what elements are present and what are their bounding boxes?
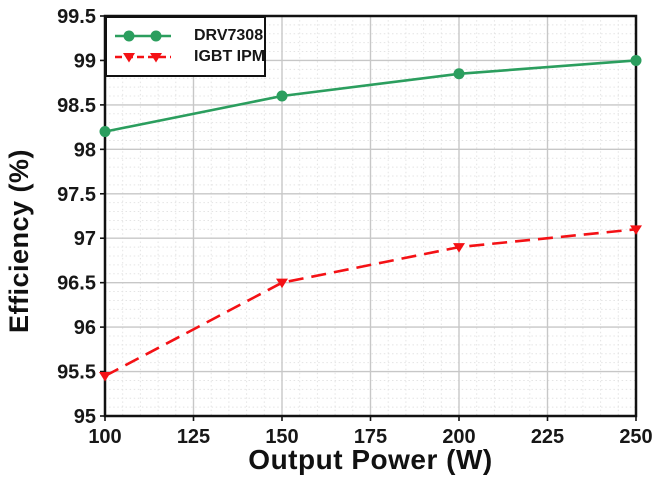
- data-point-marker-circle: [453, 68, 465, 80]
- y-axis-title: Efficiency (%): [4, 148, 34, 334]
- x-axis-title: Output Power (W): [248, 444, 493, 475]
- legend-label-igbt-ipm: IGBT IPM: [194, 48, 266, 66]
- data-point-marker-triangle-down: [630, 225, 642, 235]
- series-line-igbt-ipm: [104, 228, 637, 378]
- data-point-marker-circle: [99, 126, 111, 138]
- data-point-marker-triangle-down: [150, 53, 162, 63]
- y-tick-label: 98.5: [57, 95, 96, 117]
- x-tick-label: 225: [531, 426, 564, 448]
- drv7308-line-sample-icon: [115, 30, 171, 42]
- y-tick-label: 99.5: [57, 6, 96, 28]
- data-point-marker-circle: [276, 90, 288, 102]
- legend-label-drv7308: DRV7308: [194, 26, 264, 44]
- data-point-marker-triangle-down: [99, 372, 111, 382]
- x-tick-label: 250: [619, 426, 652, 448]
- y-tick-label: 97.5: [57, 184, 96, 206]
- data-point-marker-circle: [150, 30, 162, 42]
- data-point-marker-circle: [630, 54, 642, 66]
- legend-entry-drv7308: DRV7308: [113, 26, 263, 46]
- x-tick-label: 125: [177, 426, 210, 448]
- data-point-marker-triangle-down: [453, 243, 465, 253]
- x-tick-label: 150: [265, 426, 298, 448]
- data-point-marker-circle: [123, 30, 135, 42]
- y-tick-label: 97: [74, 228, 96, 250]
- y-tick-label: 95.5: [57, 362, 96, 384]
- data-point-marker-triangle-down: [276, 278, 288, 289]
- x-tick-label: 200: [442, 426, 475, 448]
- plot-frame: [103, 14, 638, 418]
- x-tick-label: 175: [354, 426, 387, 448]
- y-tick-label: 95: [74, 406, 96, 428]
- y-tick-label: 96.5: [57, 273, 96, 295]
- series-line-drv7308: [104, 59, 637, 133]
- y-tick-label: 99: [74, 50, 96, 72]
- legend-entry-igbt-ipm: IGBT IPM: [113, 47, 265, 67]
- legend: DRV7308 IGBT IPM: [105, 16, 266, 77]
- y-tick-label: 98: [74, 139, 96, 161]
- y-tick-label: 96: [74, 317, 96, 339]
- igbt-ipm-line-sample-icon: [115, 53, 171, 63]
- x-tick-label: 100: [88, 426, 121, 448]
- data-point-marker-triangle-down: [123, 53, 135, 63]
